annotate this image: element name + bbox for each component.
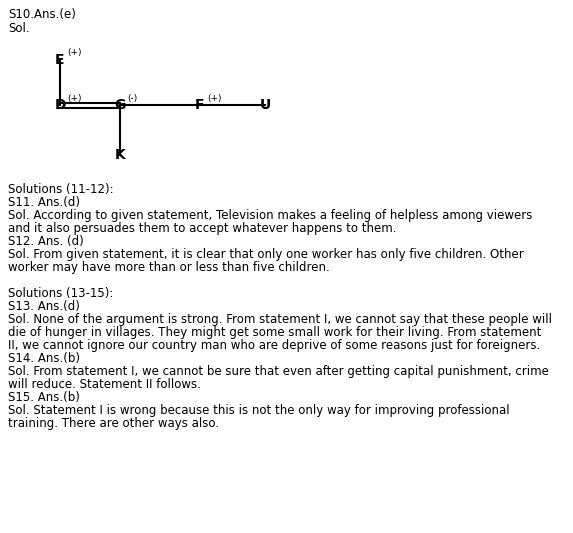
Text: S13. Ans.(d): S13. Ans.(d) [8, 300, 80, 313]
Text: S15. Ans.(b): S15. Ans.(b) [8, 391, 80, 404]
Text: Solutions (11-12):: Solutions (11-12): [8, 183, 113, 196]
Text: and it also persuades them to accept whatever happens to them.: and it also persuades them to accept wha… [8, 222, 397, 235]
Text: worker may have more than or less than five children.: worker may have more than or less than f… [8, 261, 329, 274]
Text: will reduce. Statement II follows.: will reduce. Statement II follows. [8, 378, 201, 391]
Text: die of hunger in villages. They might get some small work for their living. From: die of hunger in villages. They might ge… [8, 326, 541, 339]
Text: Sol. None of the argument is strong. From statement I, we cannot say that these : Sol. None of the argument is strong. Fro… [8, 313, 552, 326]
Text: Solutions (13-15):: Solutions (13-15): [8, 287, 113, 300]
Text: (+): (+) [67, 49, 81, 58]
Text: U: U [260, 98, 270, 112]
Text: F: F [195, 98, 205, 112]
Text: G: G [114, 98, 125, 112]
Text: (-): (-) [127, 93, 138, 102]
Text: training. There are other ways also.: training. There are other ways also. [8, 417, 219, 430]
Text: K: K [115, 148, 125, 162]
Text: S14. Ans.(b): S14. Ans.(b) [8, 352, 80, 365]
Text: II, we cannot ignore our country man who are deprive of some reasons just for fo: II, we cannot ignore our country man who… [8, 339, 540, 352]
Text: S12. Ans. (d): S12. Ans. (d) [8, 235, 84, 248]
Text: Sol. Statement I is wrong because this is not the only way for improving profess: Sol. Statement I is wrong because this i… [8, 404, 509, 417]
Text: E: E [55, 53, 65, 67]
Text: Sol. According to given statement, Television makes a feeling of helpless among : Sol. According to given statement, Telev… [8, 209, 532, 222]
Text: S10.Ans.(e): S10.Ans.(e) [8, 8, 76, 21]
Text: (+): (+) [207, 93, 222, 102]
Text: Sol. From statement I, we cannot be sure that even after getting capital punishm: Sol. From statement I, we cannot be sure… [8, 365, 549, 378]
Text: Sol. From given statement, it is clear that only one worker has only five childr: Sol. From given statement, it is clear t… [8, 248, 524, 261]
Text: (+): (+) [67, 93, 81, 102]
Text: Sol.: Sol. [8, 22, 30, 35]
Text: D: D [54, 98, 66, 112]
Text: S11. Ans.(d): S11. Ans.(d) [8, 196, 80, 209]
